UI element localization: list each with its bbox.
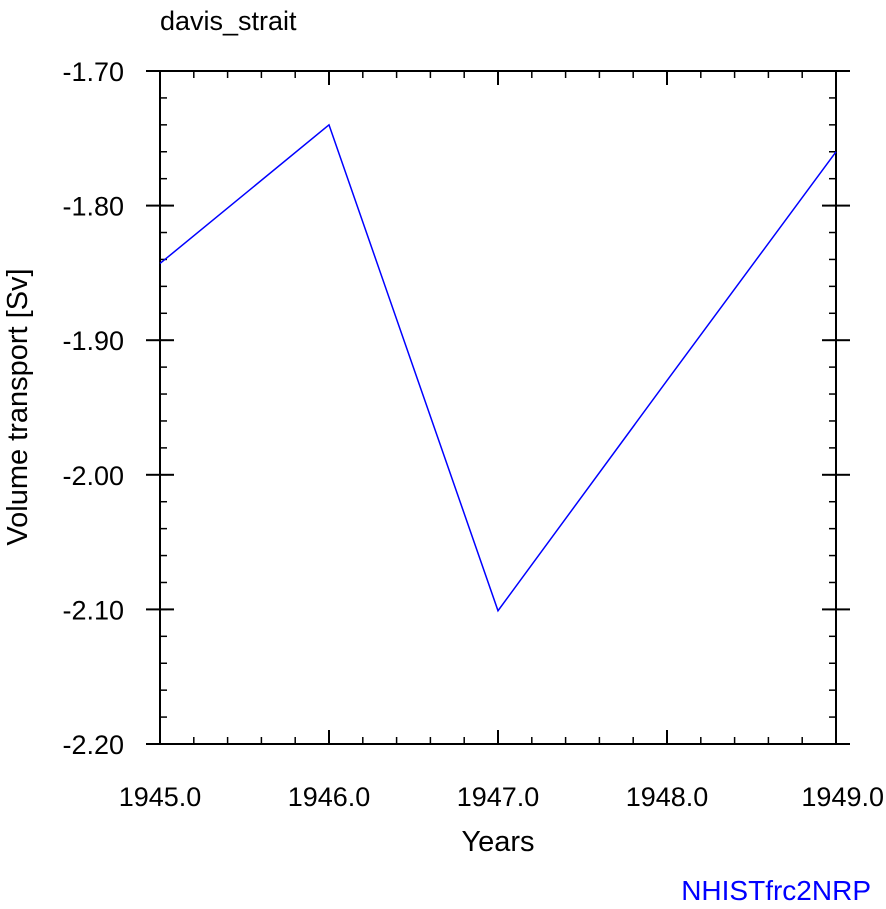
y-tick-label: -1.90 [62, 326, 124, 356]
x-tick-labels: 1945.0 1946.0 1947.0 1948.0 1949.0 [119, 782, 884, 812]
y-tick-label: -2.00 [62, 461, 124, 491]
minor-ticks [159, 70, 837, 745]
y-tick-label: -1.70 [62, 57, 124, 87]
x-tick-label: 1946.0 [288, 782, 371, 812]
y-tick-label: -2.20 [62, 730, 124, 760]
series-layer [159, 123, 837, 613]
y-tick-labels: -1.70 -1.80 -1.90 -2.00 -2.10 -2.20 [62, 57, 124, 760]
y-tick-label: -1.80 [62, 192, 124, 222]
y-axis-title: Volume transport [Sv] [2, 268, 34, 545]
series-line [159, 123, 837, 613]
x-axis-title: Years [461, 826, 534, 858]
footer-label: NHISTfrc2NRP [681, 875, 871, 906]
x-tick-label: 1945.0 [119, 782, 202, 812]
chart-title: davis_strait [160, 6, 297, 36]
plot-frame [159, 70, 837, 745]
y-tick-label: -2.10 [62, 595, 124, 625]
x-tick-label: 1947.0 [457, 782, 540, 812]
major-ticks [146, 70, 850, 745]
x-tick-label: 1949.0 [801, 782, 884, 812]
x-tick-label: 1948.0 [626, 782, 709, 812]
